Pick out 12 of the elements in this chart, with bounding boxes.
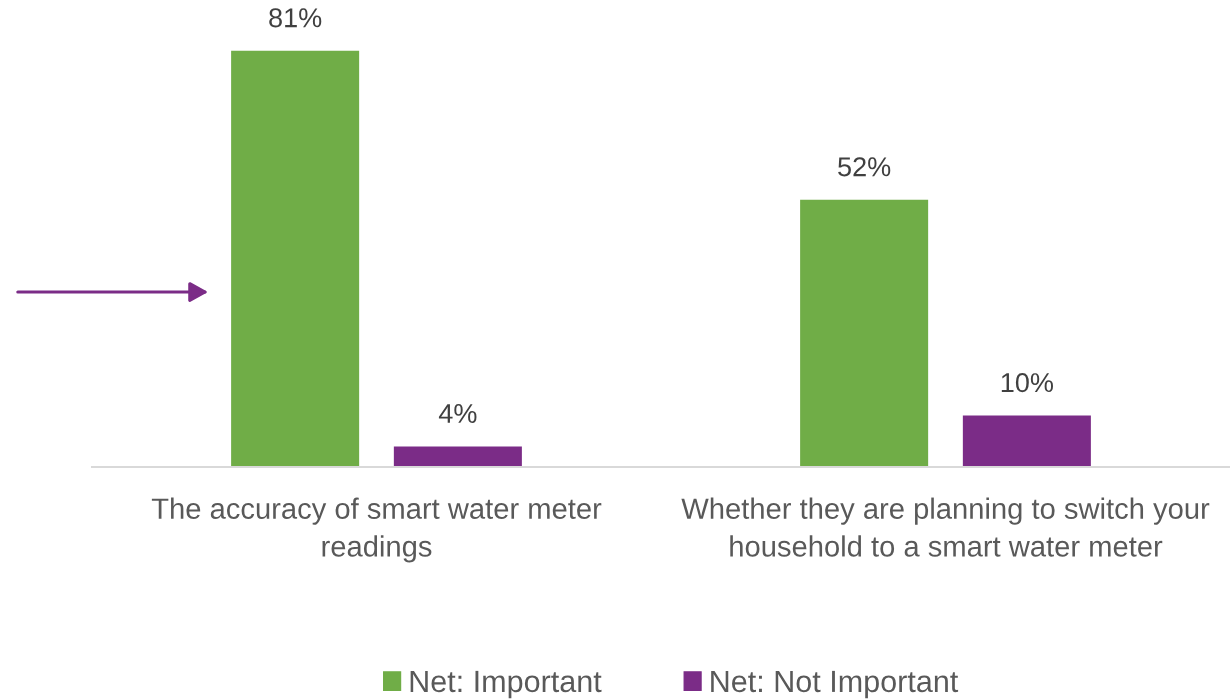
data-label: 52% — [838, 157, 891, 177]
bar — [393, 446, 522, 467]
bar — [231, 50, 360, 467]
legend-label: Net: Not Important — [711, 670, 959, 699]
x-tick-label: The accuracy of smart water meter readings — [151, 497, 602, 563]
bar — [800, 199, 929, 467]
data-label: 81% — [269, 8, 322, 28]
bar — [962, 415, 1091, 467]
data-label: 10% — [1001, 373, 1054, 393]
legend-label: Net: Important — [410, 670, 602, 699]
x-tick-label: Whether they are planning to switch your household to a smart water meter — [681, 497, 1210, 557]
data-label: 4% — [438, 403, 477, 423]
